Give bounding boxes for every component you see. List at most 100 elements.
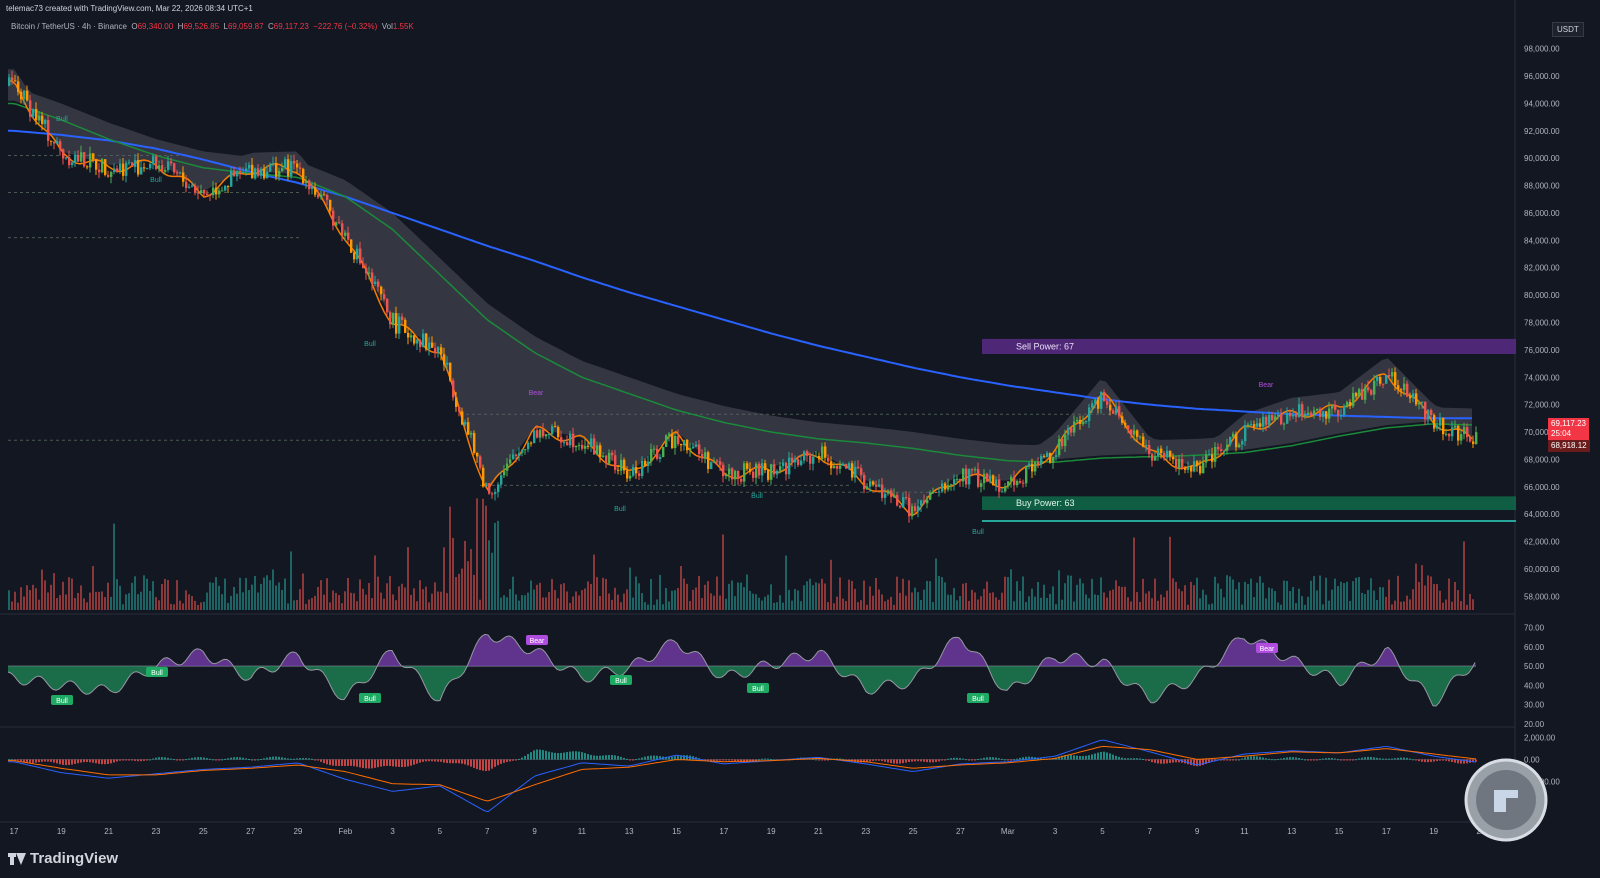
bull-signal-label: Bull (56, 116, 68, 123)
macd-histogram-bar (1238, 759, 1240, 761)
candle-body (1031, 463, 1034, 472)
candle-body (428, 342, 431, 350)
macd-histogram-bar (194, 757, 196, 760)
volume-bar (92, 566, 94, 610)
volume-bar (659, 575, 661, 610)
macd-histogram-bar (1148, 759, 1150, 761)
volume-bar (1391, 604, 1393, 610)
volume-bar (1328, 600, 1330, 610)
volume-bar (596, 577, 598, 610)
candle-body (212, 187, 215, 195)
candle-body (1298, 404, 1301, 417)
macd-histogram-bar (548, 751, 550, 760)
candle-body (14, 80, 17, 82)
candle-body (398, 316, 401, 334)
volume-bar (911, 592, 913, 610)
volume-bar (1076, 584, 1078, 610)
macd-histogram-bar (293, 758, 295, 760)
macd-histogram-bar (602, 755, 604, 760)
candle-body (911, 506, 914, 517)
volume-bar (1379, 587, 1381, 610)
volume-bar (434, 582, 436, 610)
candle-body (998, 479, 1001, 492)
candle-body (1241, 441, 1244, 445)
macd-histogram-bar (1349, 759, 1351, 761)
macd-histogram-bar (821, 759, 823, 761)
volume-bar (80, 585, 82, 610)
candle-body (1040, 456, 1043, 465)
volume-bar (113, 523, 115, 610)
time-tick-label: 17 (1382, 827, 1391, 836)
candle-body (443, 354, 446, 365)
macd-histogram-bar (209, 758, 211, 760)
candle-body (872, 481, 875, 485)
candle-body (776, 470, 779, 475)
candle-body (1121, 416, 1124, 423)
macd-histogram-bar (284, 757, 286, 760)
macd-histogram-bar (563, 752, 565, 760)
candle-body (1244, 424, 1247, 442)
volume-bar (107, 582, 109, 610)
tradingview-logo[interactable]: TradingView (8, 850, 118, 867)
macd-histogram-bar (497, 759, 499, 766)
candle-body (710, 462, 713, 470)
candle-body (86, 166, 89, 168)
candle-body (281, 168, 284, 172)
macd-histogram-bar (869, 759, 871, 762)
volume-bar (929, 581, 931, 610)
volume-bar (50, 584, 52, 610)
macd-histogram-bar (506, 759, 508, 763)
volume-bar (257, 592, 259, 610)
volume-bar (1013, 601, 1015, 610)
candle-body (434, 347, 437, 354)
currency-selector[interactable]: USDT (1552, 22, 1584, 37)
time-tick-label: 11 (1240, 827, 1249, 836)
candle-body (302, 168, 305, 184)
candle-body (1283, 423, 1286, 425)
candle-body (1403, 383, 1406, 391)
volume-bar (173, 604, 175, 610)
time-tick-label: 25 (909, 827, 918, 836)
volume-bar (881, 594, 883, 610)
candle-body (1292, 414, 1295, 417)
volume-bar (1019, 590, 1021, 610)
volume-bar (1244, 581, 1246, 610)
volume-bar (1049, 593, 1051, 610)
candle-body (29, 100, 32, 117)
volume-bar (197, 604, 199, 610)
time-tick-label: Mar (1001, 827, 1015, 836)
candle-body (806, 451, 809, 456)
macd-histogram-bar (275, 756, 277, 760)
macd-histogram-bar (1127, 758, 1129, 760)
volume-bar (1205, 594, 1207, 610)
candle-body (1460, 434, 1463, 441)
volume-bar (1055, 604, 1057, 610)
macd-histogram-bar (1316, 759, 1318, 761)
volume-bar (494, 522, 496, 610)
candle-body (500, 475, 503, 485)
candle-body (1088, 407, 1091, 421)
volume-bar (167, 580, 169, 610)
macd-histogram-bar (911, 759, 913, 762)
volume-bar (311, 598, 313, 610)
volume-bar (614, 587, 616, 610)
macd-histogram-bar (101, 759, 103, 765)
candle-body (986, 473, 989, 482)
candle-body (1100, 392, 1103, 409)
volume-bar (674, 590, 676, 610)
candle-body (968, 469, 971, 485)
volume-bar (1172, 578, 1174, 610)
candle-body (764, 463, 767, 471)
macd-histogram-bar (1262, 757, 1264, 760)
volume-bar (1262, 582, 1264, 610)
macd-histogram-bar (581, 752, 583, 760)
volume-bar (848, 579, 850, 610)
candle-body (503, 470, 506, 476)
volume-bar (662, 604, 664, 610)
symbol-label[interactable]: Bitcoin / TetherUS · 4h · Binance (11, 22, 127, 31)
macd-histogram-bar (113, 759, 115, 763)
macd-histogram-bar (1142, 758, 1144, 760)
candle-body (899, 505, 902, 508)
candle-body (1301, 404, 1304, 417)
